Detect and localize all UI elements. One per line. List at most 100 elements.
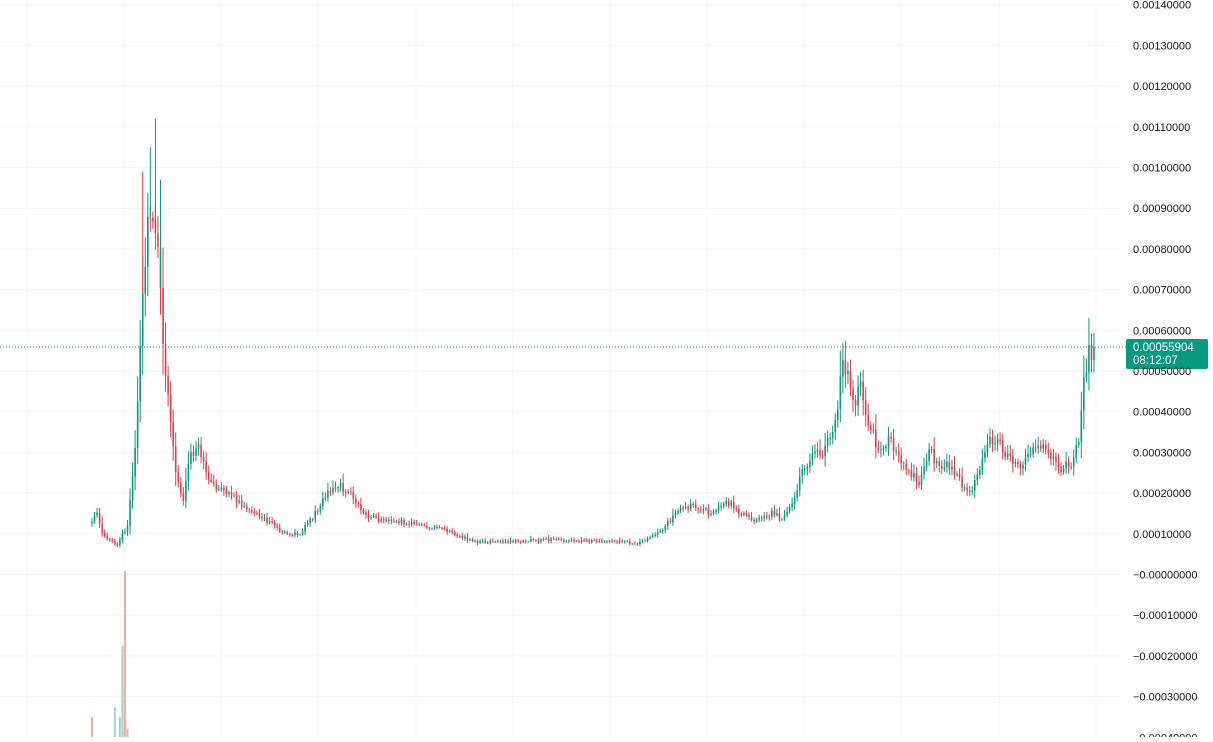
candle <box>96 507 98 518</box>
y-tick-label: −0.00030000 <box>1133 692 1198 704</box>
candle <box>826 430 829 453</box>
candle <box>966 482 968 497</box>
candle <box>286 530 289 536</box>
candle <box>750 512 753 522</box>
candle <box>847 361 849 385</box>
candle <box>492 538 494 543</box>
candle <box>659 528 662 534</box>
y-axis[interactable]: 0.00140000 0.00130000 0.00120000 0.00110000… <box>1133 0 1198 742</box>
candle <box>631 542 634 545</box>
candle <box>555 537 558 542</box>
candle <box>205 452 207 480</box>
candle <box>372 512 375 519</box>
candle <box>187 451 190 491</box>
candle <box>192 445 195 462</box>
candle <box>179 476 182 498</box>
candle <box>776 508 778 517</box>
candle <box>235 491 238 509</box>
candle <box>829 432 831 446</box>
candle <box>436 524 438 530</box>
candle <box>788 503 791 514</box>
candle <box>522 539 525 544</box>
y-tick-label: 0.00020000 <box>1133 488 1191 500</box>
candle <box>294 528 296 538</box>
candle <box>935 457 938 469</box>
candle <box>563 538 565 544</box>
candle <box>674 509 677 519</box>
candle <box>679 504 682 514</box>
candle <box>991 429 994 453</box>
candle <box>661 528 664 534</box>
y-tick-label: −0.00040000 <box>1133 732 1198 737</box>
candle <box>408 520 410 528</box>
candle <box>134 430 136 491</box>
candle <box>618 537 621 545</box>
volume-layer <box>91 571 129 737</box>
candle <box>672 508 674 526</box>
candle <box>804 464 806 476</box>
candle <box>387 516 390 525</box>
candle <box>720 502 722 511</box>
candle <box>920 466 923 490</box>
candle <box>740 511 743 518</box>
candle <box>979 465 981 480</box>
candle <box>710 510 712 517</box>
candle <box>210 473 213 484</box>
candle <box>806 463 809 476</box>
candle <box>824 432 826 467</box>
candle <box>616 539 618 545</box>
candle <box>322 491 324 511</box>
candle <box>535 539 537 543</box>
y-tick-label: 0.00080000 <box>1133 244 1191 256</box>
candle <box>958 468 961 481</box>
candle <box>266 512 268 526</box>
candle <box>613 540 616 543</box>
candle <box>798 467 801 497</box>
candle <box>466 533 469 543</box>
candle <box>347 488 350 495</box>
candle <box>573 537 575 544</box>
candle <box>281 529 284 535</box>
candle <box>859 372 862 397</box>
candle <box>743 511 745 517</box>
candle <box>1060 462 1062 476</box>
candle <box>1032 442 1034 458</box>
candle <box>144 237 147 317</box>
candle <box>1012 449 1014 473</box>
candle <box>801 464 804 484</box>
candle <box>684 502 687 510</box>
candle <box>1057 453 1060 474</box>
candle <box>963 484 966 492</box>
candle <box>981 448 984 476</box>
candle <box>940 460 943 475</box>
candle <box>119 536 121 548</box>
candle <box>854 395 857 417</box>
candle <box>715 508 717 515</box>
candle <box>423 522 426 527</box>
candle <box>385 516 388 522</box>
candle <box>603 540 606 544</box>
candle <box>1009 444 1012 462</box>
candle <box>748 512 750 520</box>
candle <box>892 428 895 461</box>
candle <box>1062 465 1065 475</box>
candle <box>509 537 512 545</box>
candle <box>601 538 603 544</box>
candle <box>410 518 413 527</box>
candle <box>570 537 573 543</box>
candle <box>644 538 646 542</box>
candle <box>129 488 131 535</box>
candle <box>839 350 842 423</box>
candle <box>121 529 124 544</box>
volume-bar <box>118 717 121 737</box>
candle <box>677 508 679 516</box>
candle <box>989 428 991 448</box>
candle <box>880 441 882 458</box>
candle <box>1024 448 1027 472</box>
candle <box>639 538 641 547</box>
last-price-badge[interactable] <box>1126 338 1208 369</box>
volume-bar <box>123 571 126 737</box>
candle <box>172 409 174 462</box>
candle <box>725 496 727 507</box>
